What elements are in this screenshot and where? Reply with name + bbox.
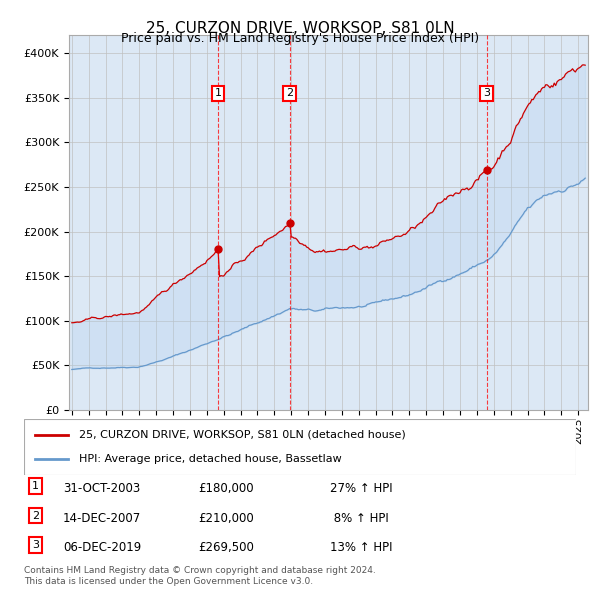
Text: 3: 3: [483, 88, 490, 99]
Text: 8% ↑ HPI: 8% ↑ HPI: [330, 512, 389, 525]
Text: £269,500: £269,500: [198, 541, 254, 554]
FancyBboxPatch shape: [24, 419, 576, 475]
Text: 1: 1: [32, 481, 39, 491]
Text: 06-DEC-2019: 06-DEC-2019: [63, 541, 141, 554]
Text: 13% ↑ HPI: 13% ↑ HPI: [330, 541, 392, 554]
Text: This data is licensed under the Open Government Licence v3.0.: This data is licensed under the Open Gov…: [24, 577, 313, 586]
Text: Price paid vs. HM Land Registry's House Price Index (HPI): Price paid vs. HM Land Registry's House …: [121, 32, 479, 45]
Text: 14-DEC-2007: 14-DEC-2007: [63, 512, 141, 525]
Text: Contains HM Land Registry data © Crown copyright and database right 2024.: Contains HM Land Registry data © Crown c…: [24, 566, 376, 575]
Text: 27% ↑ HPI: 27% ↑ HPI: [330, 482, 392, 495]
Text: 3: 3: [32, 540, 39, 550]
Text: £180,000: £180,000: [198, 482, 254, 495]
Text: £210,000: £210,000: [198, 512, 254, 525]
Text: 31-OCT-2003: 31-OCT-2003: [63, 482, 140, 495]
Text: 25, CURZON DRIVE, WORKSOP, S81 0LN (detached house): 25, CURZON DRIVE, WORKSOP, S81 0LN (deta…: [79, 430, 406, 440]
Text: 2: 2: [32, 511, 39, 520]
Text: HPI: Average price, detached house, Bassetlaw: HPI: Average price, detached house, Bass…: [79, 454, 342, 464]
Text: 2: 2: [286, 88, 293, 99]
Text: 1: 1: [215, 88, 221, 99]
Text: 25, CURZON DRIVE, WORKSOP, S81 0LN: 25, CURZON DRIVE, WORKSOP, S81 0LN: [146, 21, 454, 35]
